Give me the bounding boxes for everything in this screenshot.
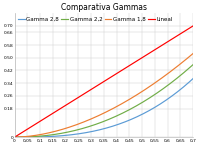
Gamma 1,8 <box>120 103 122 105</box>
Gamma 2,2 <box>110 118 112 119</box>
Line: Gamma 1,8: Gamma 1,8 <box>15 54 193 137</box>
Gamma 2,8 <box>160 103 162 105</box>
Gamma 2,8 <box>192 78 194 80</box>
Gamma 1,8 <box>160 78 162 80</box>
Gamma 2,8 <box>98 129 101 131</box>
Gamma 2,2 <box>160 89 162 91</box>
Gamma 1,8 <box>99 114 102 116</box>
Line: Gamma 2,8: Gamma 2,8 <box>15 79 193 137</box>
Gamma 2,2 <box>99 122 102 124</box>
Gamma 1,8 <box>98 114 101 116</box>
Gamma 2,8 <box>188 82 190 83</box>
Lineal <box>98 84 101 85</box>
Gamma 2,8 <box>110 126 112 128</box>
Line: Gamma 2,2: Gamma 2,2 <box>15 65 193 137</box>
Lineal <box>13 136 16 138</box>
Lineal <box>188 28 190 29</box>
Gamma 1,8 <box>110 109 112 110</box>
Gamma 1,8 <box>188 56 190 58</box>
Gamma 2,2 <box>120 113 122 115</box>
Lineal <box>192 25 194 27</box>
Gamma 1,8 <box>13 136 16 138</box>
Gamma 2,2 <box>188 68 190 69</box>
Lineal <box>99 83 102 85</box>
Title: Comparativa Gammas: Comparativa Gammas <box>61 4 147 12</box>
Lineal <box>120 70 122 72</box>
Gamma 1,8 <box>192 53 194 54</box>
Lineal <box>110 76 112 78</box>
Lineal <box>160 45 162 47</box>
Legend: Gamma 2,8, Gamma 2,2, Gamma 1,8, Lineal: Gamma 2,8, Gamma 2,2, Gamma 1,8, Lineal <box>17 16 173 22</box>
Gamma 2,8 <box>99 129 102 131</box>
Gamma 2,8 <box>13 136 16 138</box>
Line: Lineal: Lineal <box>15 26 193 137</box>
Gamma 2,2 <box>98 122 101 124</box>
Gamma 2,2 <box>13 136 16 138</box>
Gamma 2,8 <box>120 123 122 124</box>
Gamma 2,2 <box>192 64 194 66</box>
